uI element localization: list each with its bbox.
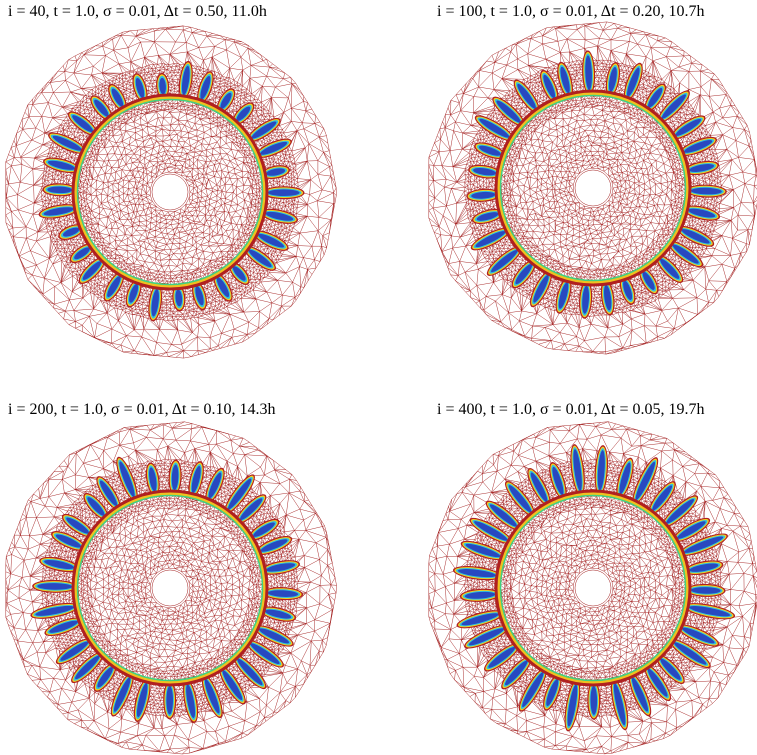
panel-caption: i = 100, t = 1.0, σ = 0.01, Δt = 0.20, 1…: [437, 3, 704, 21]
hole: [152, 174, 188, 210]
figure: i = 40, t = 1.0, σ = 0.01, Δt = 0.50, 11…: [0, 0, 757, 755]
finger: [163, 681, 176, 719]
mesh-figure: [0, 0, 757, 755]
panel-caption: i = 200, t = 1.0, σ = 0.01, Δt = 0.10, 1…: [8, 401, 275, 419]
panel-caption: i = 40, t = 1.0, σ = 0.01, Δt = 0.50, 11…: [8, 3, 267, 21]
finger-band: [235, 657, 264, 687]
hole: [152, 570, 188, 606]
panel-caption: i = 400, t = 1.0, σ = 0.01, Δt = 0.05, 1…: [437, 401, 704, 419]
finger: [607, 677, 631, 731]
hole: [575, 570, 611, 606]
hole: [575, 170, 611, 206]
finger: [32, 580, 77, 594]
